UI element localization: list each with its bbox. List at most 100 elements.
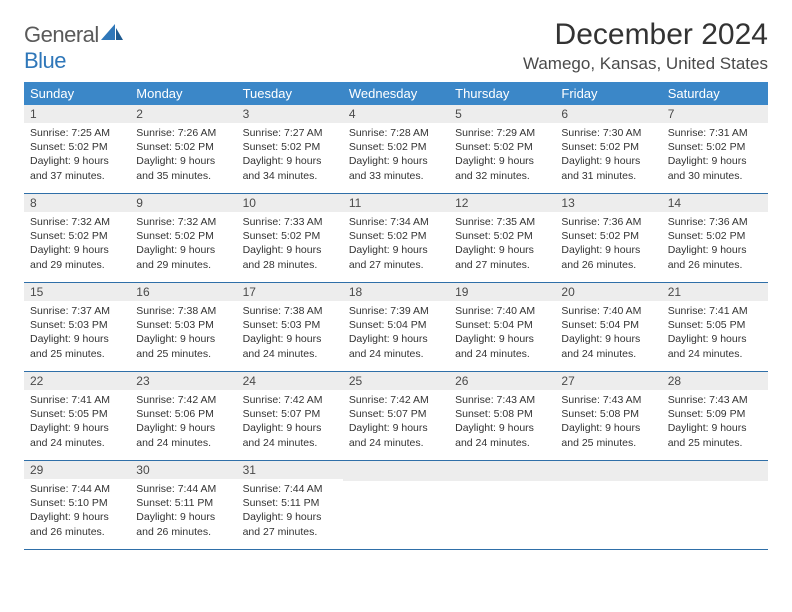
calendar-day-cell <box>449 461 555 550</box>
sunrise-text: Sunrise: 7:42 AM <box>136 394 216 406</box>
brand-logo: General Blue <box>24 22 123 74</box>
daylight-text-2: and 26 minutes. <box>136 526 211 538</box>
weekday-header: Monday <box>130 82 236 105</box>
sunset-text: Sunset: 5:02 PM <box>668 230 746 242</box>
day-number: 11 <box>343 194 449 212</box>
day-number: 29 <box>24 461 130 479</box>
daylight-text-1: Daylight: 9 hours <box>136 511 215 523</box>
day-details: Sunrise: 7:44 AMSunset: 5:11 PMDaylight:… <box>130 479 236 543</box>
calendar-day-cell: 28Sunrise: 7:43 AMSunset: 5:09 PMDayligh… <box>662 372 768 461</box>
daylight-text-2: and 27 minutes. <box>243 526 318 538</box>
sunset-text: Sunset: 5:02 PM <box>243 230 321 242</box>
sunset-text: Sunset: 5:07 PM <box>243 408 321 420</box>
day-details: Sunrise: 7:40 AMSunset: 5:04 PMDaylight:… <box>555 301 661 365</box>
day-details <box>662 481 768 488</box>
day-number <box>449 461 555 481</box>
day-details: Sunrise: 7:44 AMSunset: 5:10 PMDaylight:… <box>24 479 130 543</box>
day-number: 21 <box>662 283 768 301</box>
daylight-text-1: Daylight: 9 hours <box>455 333 534 345</box>
sunrise-text: Sunrise: 7:32 AM <box>30 216 110 228</box>
sunset-text: Sunset: 5:06 PM <box>136 408 214 420</box>
day-details: Sunrise: 7:28 AMSunset: 5:02 PMDaylight:… <box>343 123 449 187</box>
day-details: Sunrise: 7:39 AM Sunset: 5:04 PM Daylight:… <box>343 301 449 365</box>
sunrise-text: Sunrise: 7:38 AM <box>243 305 323 317</box>
calendar-day-cell: 31Sunrise: 7:44 AMSunset: 5:11 PMDayligh… <box>237 461 343 550</box>
calendar-day-cell: 23Sunrise: 7:42 AMSunset: 5:06 PMDayligh… <box>130 372 236 461</box>
daylight-text-2: and 35 minutes. <box>136 170 211 182</box>
sunrise-text: Sunrise: 7:36 AM <box>668 216 748 228</box>
daylight-text-2: and 25 minutes. <box>668 437 743 449</box>
daylight-text-2: and 24 minutes. <box>561 348 636 360</box>
daylight-text-2: and 24 minutes. <box>243 437 318 449</box>
sunrise-text: Sunrise: 7:27 AM <box>243 127 323 139</box>
month-title: December 2024 <box>523 18 768 52</box>
daylight-text-2: and 24 minutes. <box>668 348 743 360</box>
calendar-day-cell <box>343 461 449 550</box>
daylight-text-2: and 31 minutes. <box>561 170 636 182</box>
daylight-text-1: Daylight: 9 hours <box>668 244 747 256</box>
sunset-text: Sunset: 5:02 PM <box>136 141 214 153</box>
sunrise-text: Sunrise: 7:40 AM <box>455 305 535 317</box>
sunset-text: Sunset: 5:02 PM <box>561 141 639 153</box>
sunrise-text: Sunrise: 7:42 AM <box>243 394 323 406</box>
day-number: 13 <box>555 194 661 212</box>
day-details: Sunrise: 7:36 AMSunset: 5:02 PMDaylight:… <box>555 212 661 276</box>
daylight-text-2: and 26 minutes. <box>668 259 743 271</box>
calendar-day-cell: 27Sunrise: 7:43 AMSunset: 5:08 PMDayligh… <box>555 372 661 461</box>
day-details: Sunrise: 7:43 AMSunset: 5:08 PMDaylight:… <box>555 390 661 454</box>
day-number: 27 <box>555 372 661 390</box>
sunset-text: Sunset: 5:02 PM <box>455 141 533 153</box>
daylight-text-2: and 25 minutes. <box>30 348 105 360</box>
calendar-day-cell: 2Sunrise: 7:26 AMSunset: 5:02 PMDaylight… <box>130 105 236 194</box>
day-details: Sunrise: 7:41 AMSunset: 5:05 PMDaylight:… <box>24 390 130 454</box>
daylight-text-2: and 28 minutes. <box>243 259 318 271</box>
calendar-day-cell: 20Sunrise: 7:40 AMSunset: 5:04 PMDayligh… <box>555 283 661 372</box>
day-details: Sunrise: 7:32 AMSunset: 5:02 PMDaylight:… <box>130 212 236 276</box>
daylight-text-2: and 33 minutes. <box>349 170 424 182</box>
day-number: 30 <box>130 461 236 479</box>
calendar-day-cell: 9Sunrise: 7:32 AMSunset: 5:02 PMDaylight… <box>130 194 236 283</box>
calendar-day-cell: 13Sunrise: 7:36 AMSunset: 5:02 PMDayligh… <box>555 194 661 283</box>
sunrise-text: Sunrise: 7:28 AM <box>349 127 429 139</box>
daylight-text-2: and 24 minutes. <box>136 437 211 449</box>
calendar-grid: Sunday Monday Tuesday Wednesday Thursday… <box>24 82 768 550</box>
sunrise-text: Sunrise: 7:44 AM <box>136 483 216 495</box>
daylight-text-2: and 29 minutes. <box>136 259 211 271</box>
day-number: 25 <box>343 372 449 390</box>
location-subtitle: Wamego, Kansas, United States <box>523 54 768 74</box>
daylight-text-1: Daylight: 9 hours <box>455 422 534 434</box>
weekday-header-row: Sunday Monday Tuesday Wednesday Thursday… <box>24 82 768 105</box>
weekday-header: Tuesday <box>237 82 343 105</box>
daylight-text-1: Daylight: 9 hours <box>668 155 747 167</box>
daylight-text-1: Daylight: 9 hours <box>30 244 109 256</box>
sunrise-text: Sunrise: 7:39 AM <box>349 305 429 317</box>
daylight-text-2: and 24 minutes. <box>243 348 318 360</box>
day-number: 12 <box>449 194 555 212</box>
daylight-text-1: Daylight: 9 hours <box>30 511 109 523</box>
day-details: Sunrise: 7:37 AMSunset: 5:03 PMDaylight:… <box>24 301 130 365</box>
sunrise-text: Sunrise: 7:43 AM <box>668 394 748 406</box>
day-number: 24 <box>237 372 343 390</box>
daylight-text-1: Daylight: 9 hours <box>561 422 640 434</box>
sunrise-text: Sunrise: 7:29 AM <box>455 127 535 139</box>
sunrise-text: Sunrise: 7:31 AM <box>668 127 748 139</box>
day-number: 23 <box>130 372 236 390</box>
daylight-text-2: and 34 minutes. <box>243 170 318 182</box>
daylight-text-1: Daylight: 9 hours <box>349 155 428 167</box>
sunset-text: Sunset: 5:04 PM <box>349 319 427 331</box>
day-details: Sunrise: 7:42 AM Sunset: 5:07 PM Daylight:… <box>237 390 343 454</box>
daylight-text-2: and 26 minutes. <box>561 259 636 271</box>
calendar-day-cell: 29Sunrise: 7:44 AMSunset: 5:10 PMDayligh… <box>24 461 130 550</box>
day-details <box>343 481 449 488</box>
calendar-day-cell: 12Sunrise: 7:35 AMSunset: 5:02 PMDayligh… <box>449 194 555 283</box>
day-details: Sunrise: 7:41 AMSunset: 5:05 PMDaylight:… <box>662 301 768 365</box>
daylight-text-1: Daylight: 9 hours <box>243 422 322 434</box>
daylight-text-1: Daylight: 9 hours <box>349 333 428 345</box>
day-number <box>662 461 768 481</box>
day-number: 16 <box>130 283 236 301</box>
calendar-page: General Blue December 2024 Wamego, Kansa… <box>0 0 792 568</box>
day-number: 19 <box>449 283 555 301</box>
calendar-day-cell: 7Sunrise: 7:31 AMSunset: 5:02 PMDaylight… <box>662 105 768 194</box>
day-number: 9 <box>130 194 236 212</box>
calendar-day-cell: 30Sunrise: 7:44 AMSunset: 5:11 PMDayligh… <box>130 461 236 550</box>
